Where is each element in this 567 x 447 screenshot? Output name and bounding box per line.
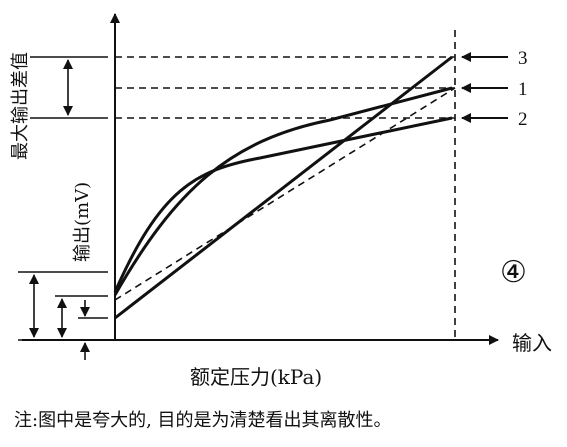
curve-3 — [114, 55, 453, 320]
x-axis-label: 额定压力(kPa) — [190, 365, 322, 389]
marker-label-1: 1 — [518, 79, 528, 100]
figure-number: ④ — [500, 255, 527, 290]
footnote: 注:图中是夸大的, 目的是为清楚看出其离散性。 — [14, 410, 392, 431]
marker-label-2: 2 — [518, 109, 528, 130]
curve-2 — [113, 116, 453, 293]
max-output-diff-label: 最大输出差值 — [10, 52, 31, 160]
marker-label-3: 3 — [518, 48, 528, 69]
curve-1 — [113, 86, 453, 296]
x-axis-end-label: 输入 — [512, 331, 552, 355]
y-axis-label: 输出(mV) — [72, 182, 93, 262]
ideal-dashed-line — [114, 87, 456, 301]
